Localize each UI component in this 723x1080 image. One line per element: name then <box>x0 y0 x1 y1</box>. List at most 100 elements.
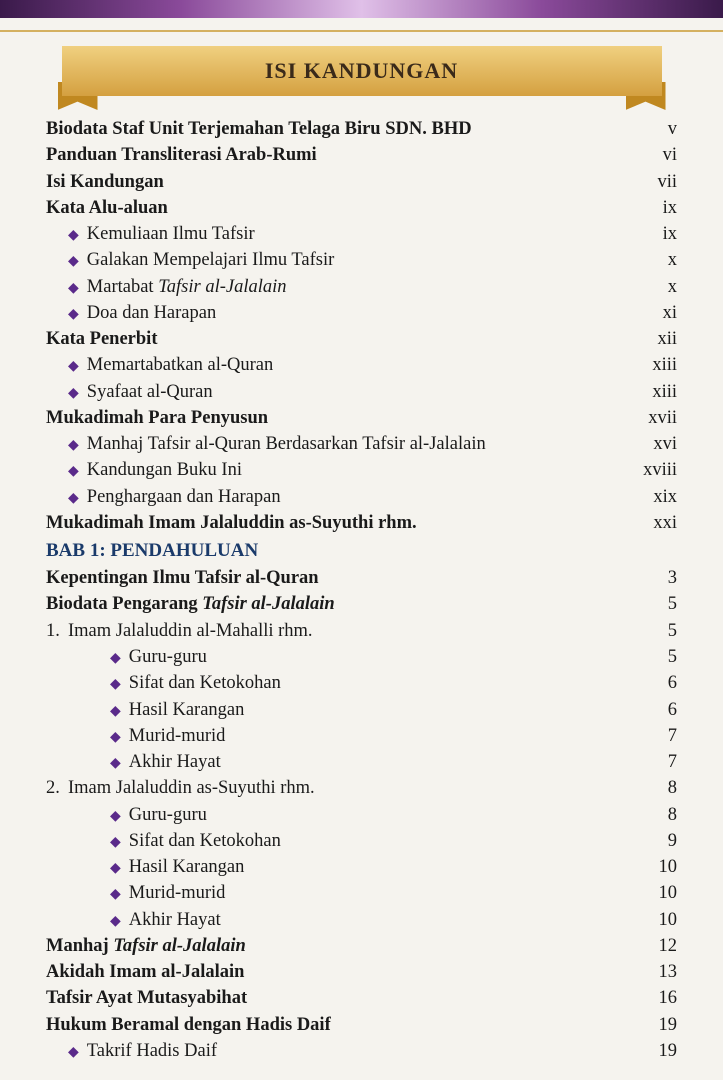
toc-page: xi <box>627 300 677 326</box>
title-banner: ISI KANDUNGAN <box>62 46 662 96</box>
toc-text: Memartabatkan al-Quran <box>87 355 273 375</box>
toc-row: Guru-guru5 <box>46 644 677 670</box>
toc-text: Manhaj Tafsir al-Quran Berdasarkan Tafsi… <box>87 434 486 454</box>
banner-body: ISI KANDUNGAN <box>62 46 662 96</box>
toc-page: xiii <box>627 379 677 405</box>
toc-label: Syafaat al-Quran <box>46 379 627 405</box>
toc-page: xvi <box>627 431 677 457</box>
toc-label: Kata Penerbit <box>46 326 627 352</box>
toc-page: xxi <box>627 510 677 536</box>
toc-label: Murid-murid <box>46 880 627 906</box>
toc-label: Kandungan Buku Ini <box>46 457 627 483</box>
toc-label: Penghargaan dan Harapan <box>46 484 627 510</box>
toc-row: Akidah Imam al-Jalalain 13 <box>46 959 677 985</box>
toc-row: Kepentingan Ilmu Tafsir al-Quran 3 <box>46 565 677 591</box>
toc-label: Manhaj Tafsir al-Jalalain <box>46 933 627 959</box>
toc-page: xii <box>627 326 677 352</box>
toc-label: Sifat dan Ketokohan <box>46 828 627 854</box>
toc-page: 6 <box>627 670 677 696</box>
toc-text: Guru-guru <box>129 647 207 667</box>
toc-row: Tafsir Ayat Mutasyabihat16 <box>46 985 677 1011</box>
toc-text: Biodata Staf Unit Terjemahan Telaga Biru… <box>46 119 472 139</box>
toc-label: Sifat dan Ketokohan <box>46 670 627 696</box>
toc-label: Akhir Hayat <box>46 907 627 933</box>
toc-row: Galakan Mempelajari Ilmu Tafsir x <box>46 247 677 273</box>
toc-page: ix <box>627 221 677 247</box>
toc-page: xvii <box>627 405 677 431</box>
toc-text: Kata Penerbit <box>46 329 158 349</box>
toc-text: Tafsir Ayat Mutasyabihat <box>46 988 247 1008</box>
toc-label: 2.Imam Jalaluddin as-Suyuthi rhm. <box>46 775 627 801</box>
chapter-heading: BAB 1: PENDAHULUAN <box>46 538 677 565</box>
toc-text: Akhir Hayat <box>129 910 221 930</box>
toc-row: Hukum Beramal dengan Hadis Daif 19 <box>46 1012 677 1038</box>
toc-label: Mukadimah Imam Jalaluddin as-Suyuthi rhm… <box>46 510 627 536</box>
toc-page: 9 <box>627 828 677 854</box>
toc-row: Kata Alu-aluanix <box>46 195 677 221</box>
toc-label: Martabat Tafsir al-Jalalain <box>46 274 627 300</box>
toc-text: Imam Jalaluddin as-Suyuthi rhm. <box>68 778 315 798</box>
toc-row: Takrif Hadis Daif19 <box>46 1038 677 1064</box>
banner-title: ISI KANDUNGAN <box>265 58 458 83</box>
toc-label: Murid-murid <box>46 723 627 749</box>
toc-row: Manhaj Tafsir al-Jalalain12 <box>46 933 677 959</box>
toc-page: 13 <box>627 959 677 985</box>
toc-text: Penghargaan dan Harapan <box>87 487 281 507</box>
toc-page: vi <box>627 142 677 168</box>
toc-page: xiii <box>627 352 677 378</box>
toc-label: Tafsir Ayat Mutasyabihat <box>46 985 627 1011</box>
toc-text: Murid-murid <box>129 726 226 746</box>
toc-label: Biodata Pengarang Tafsir al-Jalalain <box>46 591 627 617</box>
toc-text: Hasil Karangan <box>129 700 245 720</box>
toc-number: 1. <box>46 618 68 644</box>
toc-row: Doa dan Harapan xi <box>46 300 677 326</box>
toc-text: Sifat dan Ketokohan <box>129 831 281 851</box>
toc-label: Mukadimah Para Penyusun <box>46 405 627 431</box>
toc-page: 3 <box>627 565 677 591</box>
toc-page: 19 <box>627 1038 677 1064</box>
toc-page: x <box>627 247 677 273</box>
toc-page: 10 <box>627 907 677 933</box>
toc-label: Kepentingan Ilmu Tafsir al-Quran <box>46 565 627 591</box>
toc-row: 1.Imam Jalaluddin al-Mahalli rhm.5 <box>46 618 677 644</box>
decorative-top-strip <box>0 0 723 18</box>
toc-label: Galakan Mempelajari Ilmu Tafsir <box>46 247 627 273</box>
toc-row: Penghargaan dan Harapanxix <box>46 484 677 510</box>
toc-label: Doa dan Harapan <box>46 300 627 326</box>
toc-label: Isi Kandungan <box>46 169 627 195</box>
toc-label: Memartabatkan al-Quran <box>46 352 627 378</box>
toc-row: Murid-murid7 <box>46 723 677 749</box>
toc-text: Kepentingan Ilmu Tafsir al-Quran <box>46 568 319 588</box>
toc-row: Panduan Transliterasi Arab-Rumivi <box>46 142 677 168</box>
toc-number: 2. <box>46 775 68 801</box>
toc-row: Syafaat al-Quranxiii <box>46 379 677 405</box>
toc-label: 1.Imam Jalaluddin al-Mahalli rhm. <box>46 618 627 644</box>
toc-text: Isi Kandungan <box>46 172 164 192</box>
toc-row: 2.Imam Jalaluddin as-Suyuthi rhm.8 <box>46 775 677 801</box>
toc-text: Kemuliaan Ilmu Tafsir <box>87 224 255 244</box>
toc-row: Martabat Tafsir al-Jalalainx <box>46 274 677 300</box>
toc-text: Mukadimah Imam Jalaluddin as-Suyuthi rhm… <box>46 513 417 533</box>
table-of-contents: Biodata Staf Unit Terjemahan Telaga Biru… <box>0 96 723 1064</box>
toc-page: 8 <box>627 802 677 828</box>
toc-label: Kemuliaan Ilmu Tafsir <box>46 221 627 247</box>
toc-label: Akhir Hayat <box>46 749 627 775</box>
toc-text: Akidah Imam al-Jalalain <box>46 962 244 982</box>
toc-row: Mukadimah Imam Jalaluddin as-Suyuthi rhm… <box>46 510 677 536</box>
toc-page: 10 <box>627 880 677 906</box>
toc-text: Galakan Mempelajari Ilmu Tafsir <box>87 250 335 270</box>
toc-text: Hukum Beramal dengan Hadis Daif <box>46 1015 331 1035</box>
toc-page: 6 <box>627 697 677 723</box>
toc-row: Manhaj Tafsir al-Quran Berdasarkan Tafsi… <box>46 431 677 457</box>
toc-label: Guru-guru <box>46 802 627 828</box>
toc-row: Guru-guru 8 <box>46 802 677 828</box>
toc-label: Kata Alu-aluan <box>46 195 627 221</box>
toc-page: 19 <box>627 1012 677 1038</box>
toc-label: Panduan Transliterasi Arab-Rumi <box>46 142 627 168</box>
toc-label: Hukum Beramal dengan Hadis Daif <box>46 1012 627 1038</box>
toc-label: Takrif Hadis Daif <box>46 1038 627 1064</box>
toc-text: Doa dan Harapan <box>87 303 216 323</box>
toc-text: Guru-guru <box>129 805 207 825</box>
toc-page: ix <box>627 195 677 221</box>
toc-text: Murid-murid <box>129 883 226 903</box>
